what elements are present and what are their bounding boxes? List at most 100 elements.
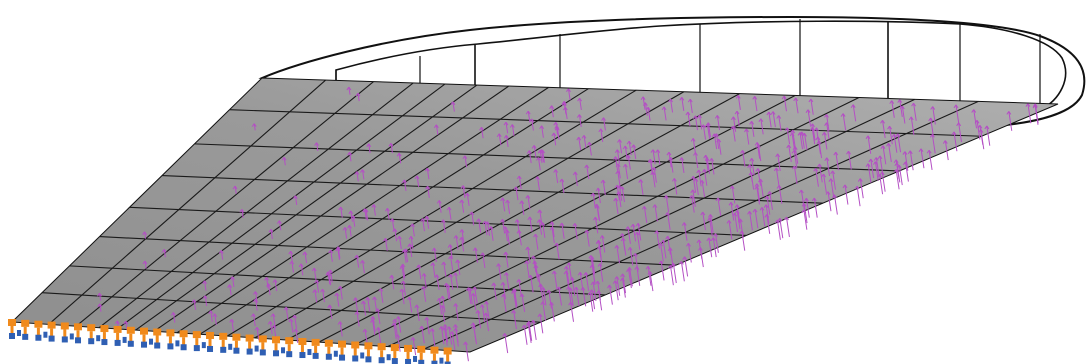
load-arrow <box>365 296 371 312</box>
load-arrow <box>734 110 740 127</box>
load-arrow <box>729 185 736 204</box>
load-arrow <box>595 187 601 204</box>
load-arrow <box>715 197 722 216</box>
load-arrow <box>360 169 365 180</box>
load-arrow <box>857 178 864 199</box>
load-arrow <box>893 169 900 190</box>
load-arrow <box>590 192 596 209</box>
load-arrow <box>268 228 274 239</box>
load-arrow <box>513 186 519 201</box>
load-arrow <box>500 197 506 212</box>
load-arrow <box>251 123 257 131</box>
load-arrow <box>463 341 469 362</box>
load-arrow <box>416 264 422 280</box>
load-arrow <box>314 142 319 152</box>
load-arrow <box>525 110 531 123</box>
load-arrow <box>556 286 562 306</box>
load-arrow <box>348 210 354 222</box>
load-arrow <box>696 169 702 187</box>
spanwise-mesh-line <box>161 175 823 204</box>
load-arrow <box>440 219 446 233</box>
load-arrow <box>865 135 872 154</box>
load-arrow <box>496 263 502 280</box>
load-arrow <box>776 115 782 132</box>
load-arrow <box>573 286 580 307</box>
load-arrow <box>918 148 925 169</box>
load-arrow <box>665 235 671 255</box>
load-arrow <box>907 150 914 171</box>
load-arrow <box>730 116 737 132</box>
load-arrow <box>842 184 849 205</box>
load-arrow <box>810 123 816 141</box>
load-arrow <box>590 281 597 301</box>
load-arrow <box>752 96 758 112</box>
load-arrow <box>791 165 798 185</box>
load-arrow <box>569 277 576 296</box>
load-arrow <box>830 170 836 190</box>
load-arrow <box>697 247 704 268</box>
support-constraint-icon <box>377 343 391 364</box>
load-arrow <box>616 185 623 201</box>
load-arrow <box>469 211 475 226</box>
load-arrow <box>671 178 678 195</box>
load-arrow <box>833 151 839 171</box>
load-arrow <box>701 169 708 186</box>
load-arrow <box>496 133 502 146</box>
load-arrow <box>576 114 582 127</box>
load-arrow <box>786 144 792 162</box>
load-arrow <box>270 313 276 327</box>
load-arrow <box>880 120 886 139</box>
load-arrow <box>984 125 991 146</box>
load-arrow <box>475 310 482 329</box>
load-arrow <box>889 100 895 118</box>
load-arrow <box>587 291 594 312</box>
load-arrow <box>407 243 413 258</box>
load-arrow <box>532 260 538 278</box>
load-arrow <box>403 248 409 263</box>
load-arrow <box>601 117 606 131</box>
load-arrow <box>460 185 466 198</box>
load-arrow <box>253 298 258 311</box>
support-constraint-icon <box>285 337 294 358</box>
load-arrow <box>446 326 453 345</box>
load-arrow <box>455 259 461 275</box>
load-arrow <box>690 138 696 154</box>
load-arrow <box>320 288 325 303</box>
load-arrow <box>617 139 623 154</box>
load-arrow <box>436 297 443 315</box>
load-arrow <box>930 106 936 125</box>
load-arrow <box>805 109 811 126</box>
load-arrow <box>519 200 525 215</box>
load-arrow <box>433 124 439 135</box>
load-arrow <box>752 208 759 229</box>
load-arrow <box>686 243 692 263</box>
load-arrow <box>370 316 376 333</box>
load-arrow <box>334 292 340 307</box>
chordwise-mesh-line <box>98 82 414 329</box>
load-arrow <box>705 122 712 138</box>
load-arrow <box>640 96 646 110</box>
load-arrow <box>267 321 273 335</box>
load-arrow <box>655 149 661 165</box>
wing-skin-surface <box>10 77 1059 353</box>
load-arrow <box>942 140 949 161</box>
load-arrow <box>479 126 484 139</box>
chordwise-mesh-line <box>226 89 637 337</box>
load-arrow <box>292 314 298 329</box>
load-arrow <box>347 225 352 237</box>
load-arrow <box>529 118 535 131</box>
load-arrow <box>880 145 887 165</box>
load-arrow <box>902 151 909 171</box>
load-arrow <box>854 185 861 207</box>
support-constraint-icon <box>126 326 135 347</box>
load-arrow <box>549 301 555 322</box>
load-arrow <box>264 277 269 289</box>
load-arrow <box>538 283 544 302</box>
load-arrow <box>419 325 425 344</box>
support-constraint-icon <box>140 327 154 348</box>
support-constraint-icon <box>21 319 30 340</box>
load-arrow <box>663 195 670 213</box>
load-arrow <box>584 164 590 180</box>
load-arrow <box>840 113 847 131</box>
